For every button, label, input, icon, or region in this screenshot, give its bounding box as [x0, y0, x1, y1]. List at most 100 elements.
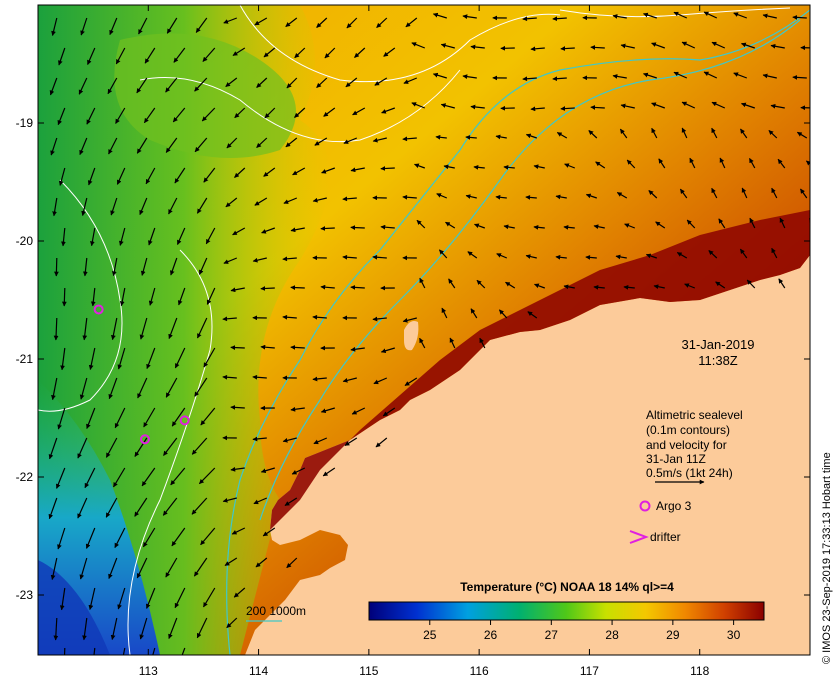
latitude-axis: -19 -20 -21 -22 -23 — [16, 116, 810, 602]
velocity-vector — [741, 42, 755, 49]
velocity-vector — [77, 497, 88, 519]
velocity-vector — [112, 467, 126, 488]
velocity-vector — [555, 194, 567, 200]
velocity-vector — [140, 257, 148, 276]
velocity-vector — [620, 43, 635, 49]
velocity-vector — [136, 557, 148, 579]
velocity-vector — [206, 287, 216, 305]
green-patch-north — [114, 33, 297, 159]
velocity-vector — [114, 527, 126, 549]
altimetry-legend-line-4: 31-Jan 11Z — [646, 452, 706, 466]
velocity-vector — [552, 76, 567, 82]
velocity-vector — [86, 107, 96, 125]
velocity-vector — [653, 284, 665, 290]
velocity-vector — [88, 347, 96, 370]
velocity-vector — [402, 136, 417, 142]
velocity-vector — [252, 436, 267, 442]
velocity-vector — [748, 157, 756, 169]
velocity-vector — [792, 14, 807, 20]
velocity-vector — [58, 47, 66, 66]
velocity-vector — [322, 467, 336, 477]
velocity-vector — [231, 527, 246, 535]
velocity-vector — [314, 137, 328, 146]
velocity-vector — [146, 347, 156, 370]
velocity-vector — [282, 314, 297, 320]
velocity-vector — [105, 497, 118, 518]
velocity-vector — [144, 47, 156, 64]
velocity-vector — [563, 224, 575, 230]
velocity-vector — [168, 317, 178, 340]
velocity-vector — [626, 159, 636, 169]
velocity-vector — [741, 102, 755, 109]
velocity-vector — [194, 77, 208, 92]
velocity-vector — [263, 47, 276, 58]
velocity-vector — [115, 47, 126, 65]
velocity-vector — [109, 17, 118, 36]
velocity-vector — [320, 226, 335, 231]
velocity-vector — [87, 47, 96, 65]
velocity-vector — [165, 77, 178, 93]
plot-frame — [37, 4, 811, 656]
velocity-vector — [346, 17, 358, 29]
velocity-vector — [51, 17, 58, 36]
velocity-vector — [435, 134, 447, 140]
velocity-vector — [651, 42, 666, 49]
argo-legend-label: Argo 3 — [656, 499, 692, 513]
velocity-vector — [313, 437, 328, 445]
velocity-vector — [201, 107, 216, 122]
velocity-vector — [555, 254, 567, 260]
velocity-vector — [505, 281, 516, 289]
velocity-vector — [525, 254, 537, 259]
velocity-vector — [440, 103, 455, 109]
velocity-vector — [590, 45, 605, 50]
latitude-tick-label: -22 — [16, 470, 34, 484]
velocity-vector — [462, 74, 477, 79]
velocity-vector — [225, 77, 238, 88]
altimetry-legend-line-3: and velocity for — [646, 438, 727, 452]
velocity-vector — [681, 101, 696, 109]
velocity-vector — [476, 279, 486, 289]
velocity-vector — [203, 167, 216, 183]
velocity-vector — [556, 131, 568, 139]
velocity-vector — [403, 77, 418, 84]
velocity-vector — [234, 107, 246, 119]
velocity-vector — [181, 647, 186, 655]
velocity-vector — [645, 253, 657, 259]
velocity-vector — [222, 497, 237, 503]
velocity-vector — [222, 374, 237, 380]
altimetry-legend-line-5: 0.5m/s (1kt 24h) — [646, 466, 733, 480]
velocity-vector — [503, 224, 515, 230]
velocity-vector — [198, 257, 208, 275]
velocity-vector — [402, 194, 417, 200]
velocity-vector — [230, 345, 245, 350]
velocity-vector — [172, 107, 186, 123]
velocity-vector — [93, 647, 96, 655]
argo-float-markers — [93, 304, 190, 445]
latitude-tick-label: -21 — [16, 352, 34, 366]
velocity-vector — [462, 14, 477, 19]
velocity-vector — [590, 105, 605, 110]
velocity-vector — [522, 16, 537, 22]
velocity-vector — [225, 197, 238, 208]
velocity-vector — [522, 76, 537, 82]
colorbar-tick-label: 28 — [605, 628, 619, 642]
velocity-vector — [351, 407, 366, 415]
velocity-vector — [344, 437, 358, 447]
velocity-vector — [438, 249, 448, 259]
velocity-vector — [771, 187, 778, 199]
velocity-vector — [733, 12, 748, 19]
velocity-vector — [806, 160, 810, 166]
velocity-vector — [110, 617, 118, 640]
velocity-vector — [79, 377, 88, 400]
argo-float-marker — [179, 415, 190, 426]
velocity-vector — [290, 285, 305, 290]
velocity-vector — [419, 277, 426, 289]
velocity-vector — [585, 193, 597, 199]
velocity-vector — [81, 197, 88, 216]
barrow-island — [404, 321, 419, 351]
velocity-vector — [222, 316, 237, 322]
velocity-vector — [230, 466, 245, 472]
isobath-legend-label: 200 1000m — [246, 604, 306, 618]
velocity-vector — [110, 197, 118, 216]
velocity-vector — [372, 316, 387, 322]
